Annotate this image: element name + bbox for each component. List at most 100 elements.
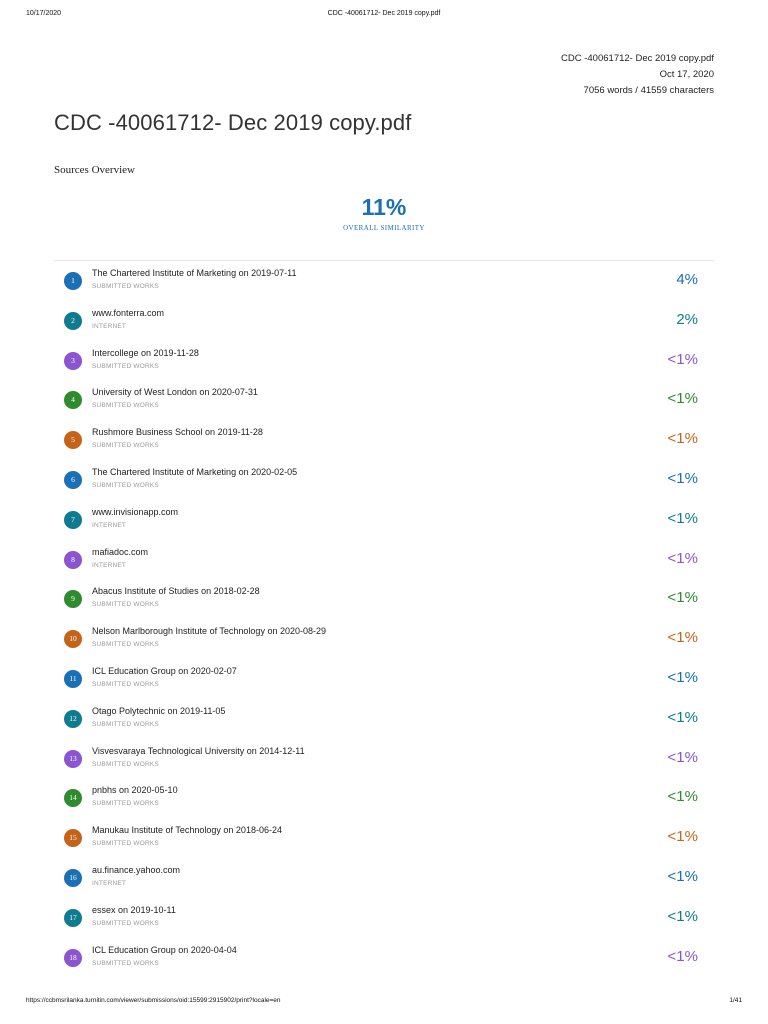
source-number-badge: 16 [64,868,82,887]
source-number-badge: 11 [64,669,82,688]
source-percent: <1% [667,549,698,567]
source-row[interactable]: 2 www.fonterra.com INTERNET 2% [54,301,714,341]
source-type: INTERNET [92,521,127,529]
source-type: SUBMITTED WORKS [92,680,159,688]
source-percent: 4% [676,271,698,288]
overall-label: OVERALL SIMILARITY [343,224,425,232]
meta-counts: 7056 words / 41559 characters [583,85,714,96]
source-name[interactable]: mafiadoc.com [92,546,149,557]
source-row[interactable]: 6 The Chartered Institute of Marketing on… [54,460,714,500]
source-name[interactable]: ICL Education Group on 2020-02-07 [92,665,237,676]
source-number-badge: 14 [64,789,82,808]
source-list: 1 The Chartered Institute of Marketing on… [54,260,714,977]
source-number-badge: 12 [64,709,82,728]
source-row[interactable]: 15 Manukau Institute of Technology on 201… [54,818,714,858]
source-number-badge: 10 [64,630,82,649]
page-number: 1/41 [729,997,742,1004]
source-row[interactable]: 4 University of West London on 2020-07-31… [54,380,714,420]
source-row[interactable]: 3 Intercollege on 2019-11-28 SUBMITTED WOR… [54,341,714,381]
source-name[interactable]: ICL Education Group on 2020-04-04 [92,944,237,955]
source-percent: 2% [676,310,698,328]
meta-filename: CDC -40061712- Dec 2019 copy.pdf [561,53,714,64]
source-row[interactable]: 5 Rushmore Business School on 2019-11-28 S… [54,420,714,460]
print-header: 10/17/2020 CDC -40061712- Dec 2019 copy.… [0,10,768,24]
source-type: INTERNET [92,322,127,330]
source-percent: <1% [667,867,698,885]
source-name[interactable]: Manukau Institute of Technology on 2018-… [92,825,282,836]
source-row[interactable]: 8 mafiadoc.com INTERNET <1% [54,540,714,580]
source-number-badge: 18 [64,948,82,967]
source-name[interactable]: The Chartered Institute of Marketing on … [92,466,298,477]
source-type: SUBMITTED WORKS [92,720,159,728]
source-type: SUBMITTED WORKS [92,481,159,489]
source-row[interactable]: 13 Visvesvaraya Technological University … [54,739,714,779]
source-number-badge: 6 [64,470,82,489]
source-row[interactable]: 17 essex on 2019-10-11 SUBMITTED WORKS <1% [54,898,714,938]
source-type: INTERNET [92,879,127,887]
source-type: SUBMITTED WORKS [92,959,159,967]
source-number-badge: 3 [64,351,82,370]
print-footer: https://ccbmsrilanka.turnitin.com/viewer… [0,997,768,1009]
source-name[interactable]: Abacus Institute of Studies on 2018-02-2… [92,586,260,597]
source-number-badge: 13 [64,749,82,768]
source-percent: <1% [667,350,698,368]
source-number-badge: 2 [64,311,82,330]
source-row[interactable]: 14 pnbhs on 2020-05-10 SUBMITTED WORKS <1% [54,778,714,818]
source-name[interactable]: www.fonterra.com [92,307,165,318]
document-meta: CDC -40061712- Dec 2019 copy.pdf Oct 17,… [561,51,714,99]
source-number-badge: 1 [64,272,82,290]
source-name[interactable]: au.finance.yahoo.com [92,864,181,875]
source-type: SUBMITTED WORKS [92,760,159,768]
source-name[interactable]: The Chartered Institute of Marketing on … [92,268,297,278]
source-row[interactable]: 1 The Chartered Institute of Marketing on… [54,261,714,301]
overall-similarity: 11% OVERALL SIMILARITY [0,192,768,232]
source-percent: <1% [667,390,698,408]
source-number-badge: 5 [64,431,82,450]
source-row[interactable]: 9 Abacus Institute of Studies on 2018-02-… [54,579,714,619]
source-number-badge: 9 [64,590,82,609]
source-percent: <1% [667,907,698,925]
source-name[interactable]: Otago Polytechnic on 2019-11-05 [92,705,226,716]
source-percent: <1% [667,509,698,527]
source-percent: <1% [667,629,698,647]
source-name[interactable]: Visvesvaraya Technological University on… [92,745,305,756]
source-type: SUBMITTED WORKS [92,402,159,410]
source-number-badge: 15 [64,829,82,848]
source-row[interactable]: 18 ICL Education Group on 2020-04-04 SUBMI… [54,938,714,978]
page-title: CDC -40061712- Dec 2019 copy.pdf [54,110,412,135]
print-url: https://ccbmsrilanka.turnitin.com/viewer… [26,997,281,1004]
meta-date: Oct 17, 2020 [659,69,714,80]
source-number-badge: 7 [64,510,82,529]
source-name[interactable]: Rushmore Business School on 2019-11-28 [92,427,263,438]
source-type: SUBMITTED WORKS [92,601,159,609]
source-percent: <1% [667,947,698,965]
overall-percent: 11% [361,194,407,220]
source-row[interactable]: 7 www.invisionapp.com INTERNET <1% [54,500,714,540]
source-row[interactable]: 10 Nelson Marlborough Institute of Techno… [54,619,714,659]
source-number-badge: 17 [64,908,82,927]
source-name[interactable]: University of West London on 2020-07-31 [92,387,258,398]
source-percent: <1% [667,430,698,448]
source-type: SUBMITTED WORKS [92,283,159,290]
source-type: SUBMITTED WORKS [92,442,159,450]
source-name[interactable]: www.invisionapp.com [92,506,179,517]
source-number-badge: 8 [64,550,82,569]
source-type: SUBMITTED WORKS [92,840,159,848]
source-row[interactable]: 11 ICL Education Group on 2020-02-07 SUBMI… [54,659,714,699]
source-percent: <1% [667,748,698,766]
source-name[interactable]: pnbhs on 2020-05-10 [92,785,178,796]
source-type: SUBMITTED WORKS [92,800,159,808]
sources-heading: Sources Overview [54,164,135,176]
source-percent: <1% [667,668,698,686]
source-row[interactable]: 16 au.finance.yahoo.com INTERNET <1% [54,858,714,898]
source-percent: <1% [667,708,698,726]
source-row[interactable]: 12 Otago Polytechnic on 2019-11-05 SUBMITT… [54,699,714,739]
source-name[interactable]: Nelson Marlborough Institute of Technolo… [92,626,326,637]
source-percent: <1% [667,788,698,806]
source-type: INTERNET [92,561,127,569]
source-percent: <1% [667,828,698,846]
source-name[interactable]: Intercollege on 2019-11-28 [92,347,199,358]
source-percent: <1% [667,589,698,607]
source-name[interactable]: essex on 2019-10-11 [92,904,176,915]
source-percent: <1% [667,469,698,487]
